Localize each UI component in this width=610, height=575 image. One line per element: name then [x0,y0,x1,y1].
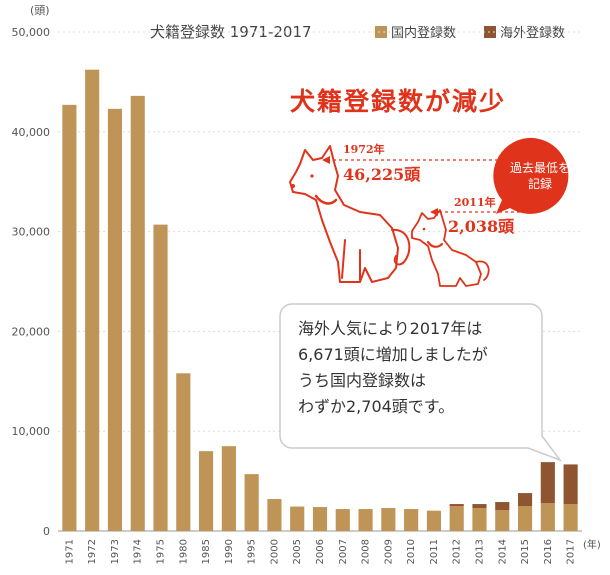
bar-domestic-2009 [381,508,396,531]
small-dog-illustration [411,209,490,287]
record-low-badge: 過去最低を 記録 [493,137,570,214]
bar-overseas-2014 [495,502,510,511]
bar-domestic-1980 [176,373,191,531]
bar-domestic-2015 [517,506,533,531]
bar-domestic-1975 [153,224,168,531]
bar-domestic-1973 [107,108,123,531]
x-tick-label-1973: 1973 [110,539,121,564]
x-axis-unit: (年) [583,538,601,551]
bar-overseas-2015 [517,493,533,507]
bar-overseas-2012 [449,504,464,507]
bar-domestic-1971 [62,104,77,531]
x-tick-label-1990: 1990 [224,539,235,564]
callout-line-2: 6,671頭に増加しましたが [298,345,488,364]
annotation-arrows [328,159,520,213]
x-tick-label-2012: 2012 [452,539,463,564]
bar-domestic-2014 [495,510,510,531]
legend: 国内登録数 海外登録数 [375,25,565,41]
y-tick-label: 30,000 [12,226,51,239]
x-tick-label-2014: 2014 [497,539,508,564]
bar-domestic-2013 [472,508,487,531]
bar-domestic-2008 [358,509,373,531]
y-axis-ticks: 0 10,000 20,000 30,000 40,000 50,000 [12,26,51,538]
bar-overseas-2013 [472,504,487,509]
bar-domestic-1995 [244,474,259,531]
annotation-arrowheads [322,156,438,216]
y-tick-label: 10,000 [12,425,51,438]
bar-domestic-2016 [540,503,555,531]
x-axis-labels: 1971 1972 1973 1974 1975 1980 1985 1990 1995 2000… [64,539,576,564]
bar-domestic-2011 [426,510,441,531]
legend-label-overseas: 海外登録数 [500,26,565,41]
x-tick-label-2007: 2007 [338,539,349,564]
bar-domestic-2017 [563,504,578,531]
bar-overseas-2016 [540,462,555,504]
bar-domestic-1985 [199,451,214,531]
bar-domestic-2007 [335,509,350,531]
y-tick-label: 20,000 [12,325,51,338]
y-axis-unit: (頭) [30,4,50,17]
x-tick-label-1974: 1974 [133,539,144,564]
bar-domestic-1990 [221,446,236,531]
low-value-label: 2,038頭 [448,217,515,236]
bar-domestic-2005 [290,506,305,531]
x-tick-label-1975: 1975 [156,539,167,564]
bar-domestic-2010 [404,509,419,531]
legend-label-domestic: 国内登録数 [391,25,456,41]
y-tick-label: 40,000 [12,126,51,139]
x-tick-label-2005: 2005 [292,539,303,564]
bar-domestic-2006 [312,507,328,531]
chart-title: 犬籍登録数 1971-2017 [150,23,312,41]
callout-bubble: 海外人気により2017年は 6,671頭に増加しましたが うち国内登録数は わず… [279,303,563,462]
x-tick-label-2015: 2015 [520,539,531,564]
headline: 犬籍登録数が減少 [290,87,506,116]
x-tick-label-2013: 2013 [474,539,485,564]
low-year-label: 2011年 [454,195,496,209]
x-tick-label-1995: 1995 [247,539,258,564]
legend-swatch-domestic [375,26,387,38]
x-tick-label-2008: 2008 [361,539,372,564]
callout-line-3: うち国内登録数は [298,371,426,390]
x-tick-label-1980: 1980 [178,539,189,564]
peak-value-label: 46,225頭 [343,165,421,184]
large-dog-illustration [289,145,411,283]
badge-text-line2: 記録 [528,176,552,191]
peak-year-label: 1972年 [343,142,385,156]
badge-text-line1: 過去最低を [510,161,570,175]
x-tick-label-1985: 1985 [201,539,212,564]
x-tick-label-2006: 2006 [315,539,326,564]
bar-domestic-2000 [267,499,282,531]
y-tick-label: 0 [43,525,50,538]
x-tick-label-2016: 2016 [543,539,554,564]
bars [62,69,578,531]
x-tick-label-2000: 2000 [269,539,280,564]
x-tick-label-2017: 2017 [566,539,577,564]
callout-line-1: 海外人気により2017年は [298,319,482,338]
x-tick-label-2011: 2011 [429,539,440,564]
y-tick-label: 50,000 [12,26,51,39]
x-tick-label-2009: 2009 [383,539,394,564]
x-tick-label-2010: 2010 [406,539,417,564]
bar-domestic-1974 [130,95,145,531]
bar-domestic-1972 [85,69,100,531]
callout-line-4: わずか2,704頭です。 [298,397,454,416]
bar-overseas-2017 [563,464,578,505]
bar-domestic-2012 [449,506,464,531]
x-tick-label-1972: 1972 [87,539,98,564]
x-tick-label-1971: 1971 [64,539,75,564]
